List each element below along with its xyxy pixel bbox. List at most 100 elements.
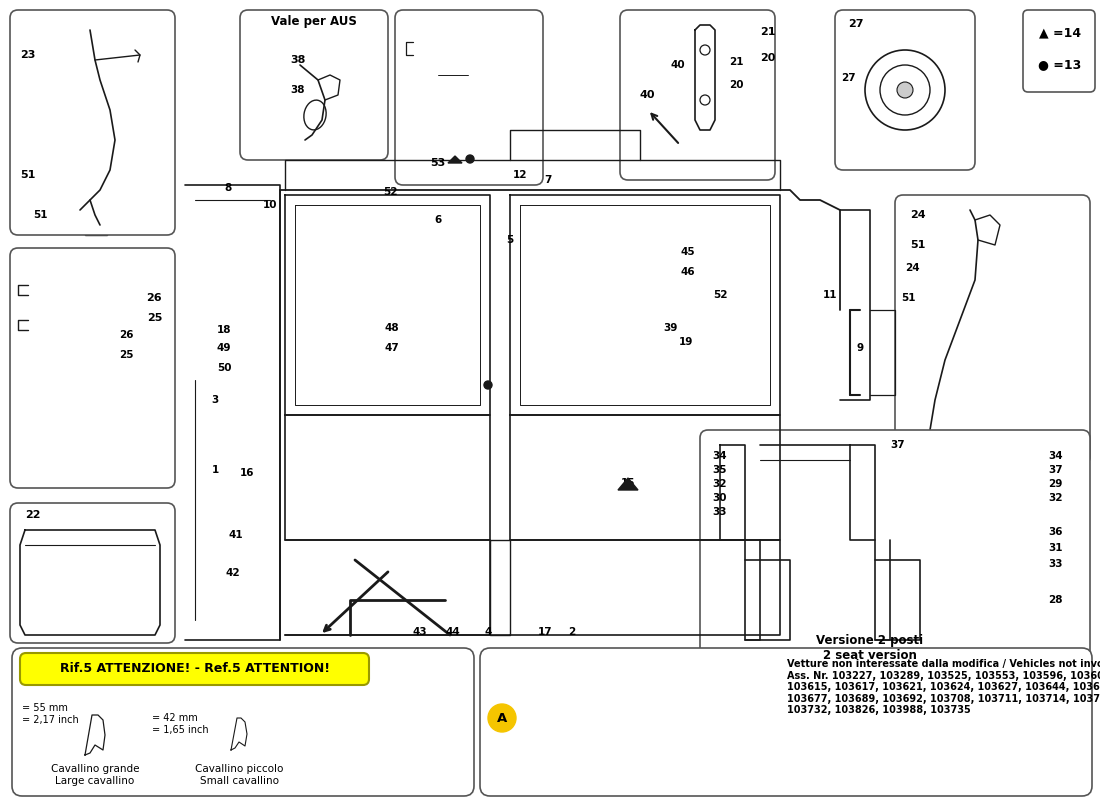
Text: 25: 25 bbox=[146, 313, 162, 323]
Text: 40: 40 bbox=[640, 90, 656, 100]
Text: 37: 37 bbox=[890, 440, 904, 450]
Bar bbox=[208, 703, 270, 765]
Text: 4: 4 bbox=[484, 627, 492, 637]
Circle shape bbox=[488, 704, 516, 732]
Text: 24: 24 bbox=[910, 210, 925, 220]
Circle shape bbox=[466, 155, 474, 163]
Circle shape bbox=[484, 381, 492, 389]
Text: 18: 18 bbox=[217, 325, 231, 335]
Bar bbox=[35, 272, 151, 357]
FancyBboxPatch shape bbox=[20, 653, 368, 685]
FancyBboxPatch shape bbox=[395, 10, 543, 185]
FancyBboxPatch shape bbox=[480, 648, 1092, 796]
FancyBboxPatch shape bbox=[835, 10, 975, 170]
Text: 37: 37 bbox=[1048, 465, 1063, 475]
Text: 32: 32 bbox=[1048, 493, 1063, 503]
Text: 45: 45 bbox=[681, 247, 695, 257]
Text: 33: 33 bbox=[1048, 559, 1063, 569]
Text: 53: 53 bbox=[430, 158, 446, 168]
Bar bbox=[55, 693, 135, 773]
FancyBboxPatch shape bbox=[620, 10, 776, 180]
Text: 28: 28 bbox=[1048, 595, 1063, 605]
Text: 24: 24 bbox=[904, 263, 920, 273]
Text: Rif.5 ATTENZIONE! - Ref.5 ATTENTION!: Rif.5 ATTENZIONE! - Ref.5 ATTENTION! bbox=[60, 662, 330, 675]
FancyBboxPatch shape bbox=[10, 248, 175, 488]
FancyBboxPatch shape bbox=[10, 503, 175, 643]
Text: 15: 15 bbox=[620, 478, 636, 488]
Text: 3: 3 bbox=[211, 395, 219, 405]
Text: 22: 22 bbox=[25, 510, 41, 520]
Text: 9: 9 bbox=[857, 343, 864, 353]
Text: 51: 51 bbox=[910, 240, 925, 250]
Text: 49: 49 bbox=[217, 343, 231, 353]
FancyBboxPatch shape bbox=[700, 430, 1090, 665]
Bar bbox=[415, 30, 530, 165]
Text: 27: 27 bbox=[840, 73, 856, 83]
Text: 2: 2 bbox=[569, 627, 575, 637]
Bar bbox=[120, 45, 140, 73]
Text: 51: 51 bbox=[33, 210, 47, 220]
Bar bbox=[980, 210, 1000, 238]
Text: 20: 20 bbox=[728, 80, 744, 90]
Text: 5: 5 bbox=[506, 235, 514, 245]
Text: = 55 mm
= 2,17 inch: = 55 mm = 2,17 inch bbox=[22, 703, 79, 725]
Text: 39: 39 bbox=[663, 323, 678, 333]
Text: 48: 48 bbox=[385, 323, 399, 333]
Bar bbox=[35, 370, 151, 430]
Text: 36: 36 bbox=[1048, 527, 1063, 537]
Text: 19: 19 bbox=[679, 337, 693, 347]
FancyBboxPatch shape bbox=[12, 648, 474, 796]
FancyBboxPatch shape bbox=[240, 10, 388, 160]
Text: 26: 26 bbox=[146, 293, 162, 303]
Text: 38: 38 bbox=[290, 85, 306, 95]
Text: 21: 21 bbox=[760, 27, 775, 37]
FancyBboxPatch shape bbox=[1023, 10, 1094, 92]
Text: 34: 34 bbox=[712, 451, 727, 461]
Text: 7: 7 bbox=[544, 175, 552, 185]
Text: ● =13: ● =13 bbox=[1038, 58, 1081, 71]
Text: 44: 44 bbox=[446, 627, 461, 637]
Text: 38: 38 bbox=[290, 55, 306, 65]
Text: Cavallino piccolo
Small cavallino: Cavallino piccolo Small cavallino bbox=[195, 764, 283, 786]
Polygon shape bbox=[448, 156, 462, 163]
Text: Cavallino grande
Large cavallino: Cavallino grande Large cavallino bbox=[51, 764, 140, 786]
Text: 17: 17 bbox=[538, 627, 552, 637]
Text: 31: 31 bbox=[1048, 543, 1063, 553]
Text: A: A bbox=[497, 711, 507, 725]
Text: 11: 11 bbox=[823, 290, 837, 300]
Text: 30: 30 bbox=[712, 493, 726, 503]
Text: 16: 16 bbox=[240, 468, 254, 478]
Text: 10: 10 bbox=[263, 200, 277, 210]
FancyBboxPatch shape bbox=[10, 10, 175, 235]
Text: 20: 20 bbox=[760, 53, 775, 63]
Text: 47: 47 bbox=[385, 343, 399, 353]
Text: 29: 29 bbox=[1048, 479, 1063, 489]
Text: Vale per AUS: Vale per AUS bbox=[271, 15, 356, 29]
Text: 6: 6 bbox=[434, 215, 441, 225]
Text: 52: 52 bbox=[383, 187, 397, 197]
Text: 25: 25 bbox=[119, 350, 133, 360]
Bar bbox=[85, 220, 107, 235]
Text: 41: 41 bbox=[229, 530, 243, 540]
Circle shape bbox=[896, 82, 913, 98]
Polygon shape bbox=[618, 478, 638, 490]
Text: 33: 33 bbox=[712, 507, 726, 517]
Text: Versione 2 posti
2 seat version: Versione 2 posti 2 seat version bbox=[816, 634, 924, 662]
Text: 21: 21 bbox=[728, 57, 744, 67]
Text: 12: 12 bbox=[513, 170, 527, 180]
Bar bbox=[438, 60, 468, 105]
Text: 43: 43 bbox=[412, 627, 427, 637]
Text: 35: 35 bbox=[712, 465, 726, 475]
Text: 1: 1 bbox=[211, 465, 219, 475]
Text: Vetture non interessate dalla modifica / Vehicles not involved in the modificati: Vetture non interessate dalla modifica /… bbox=[786, 659, 1100, 715]
Text: ▲ =14: ▲ =14 bbox=[1038, 26, 1081, 39]
Bar bbox=[935, 420, 957, 435]
Bar bbox=[28, 265, 158, 465]
Text: 27: 27 bbox=[848, 19, 864, 29]
FancyBboxPatch shape bbox=[895, 195, 1090, 465]
Text: 42: 42 bbox=[226, 568, 240, 578]
Text: 50: 50 bbox=[217, 363, 231, 373]
Text: 40: 40 bbox=[671, 60, 685, 70]
Text: 26: 26 bbox=[119, 330, 133, 340]
Text: 52: 52 bbox=[713, 290, 727, 300]
